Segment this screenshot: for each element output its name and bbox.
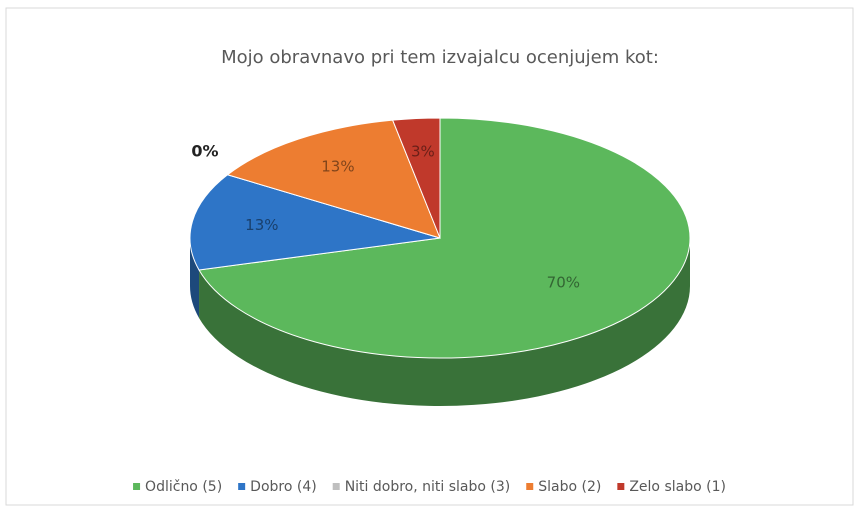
data-label: 3% xyxy=(411,142,435,160)
pie-side xyxy=(199,238,690,407)
legend-label: Dobro (4) xyxy=(250,479,317,495)
legend-swatch xyxy=(133,483,141,490)
pie-slice xyxy=(391,117,441,239)
pie-slice xyxy=(226,119,441,239)
chart-title: Mojo obravnavo pri tem izvajalcu ocenjuj… xyxy=(221,47,659,68)
pie-side xyxy=(190,238,200,318)
legend-label: Niti dobro, niti slabo (3) xyxy=(345,479,511,495)
pie-slice xyxy=(198,117,691,359)
data-label: 13% xyxy=(321,157,354,175)
data-label: 13% xyxy=(245,216,278,234)
data-label: 70% xyxy=(547,274,580,292)
data-label: 0% xyxy=(191,142,218,161)
legend: Odlično (5) Dobro (4) Niti dobro, niti sla… xyxy=(133,479,726,495)
legend-label: Zelo slabo (1) xyxy=(629,479,726,495)
legend-swatch xyxy=(332,483,340,490)
legend-label: Slabo (2) xyxy=(538,479,601,495)
pie-slice xyxy=(189,174,441,271)
legend-swatch xyxy=(238,483,246,490)
legend-swatch xyxy=(526,483,534,490)
legend-label: Odlično (5) xyxy=(145,479,222,495)
legend-swatch xyxy=(617,483,625,490)
